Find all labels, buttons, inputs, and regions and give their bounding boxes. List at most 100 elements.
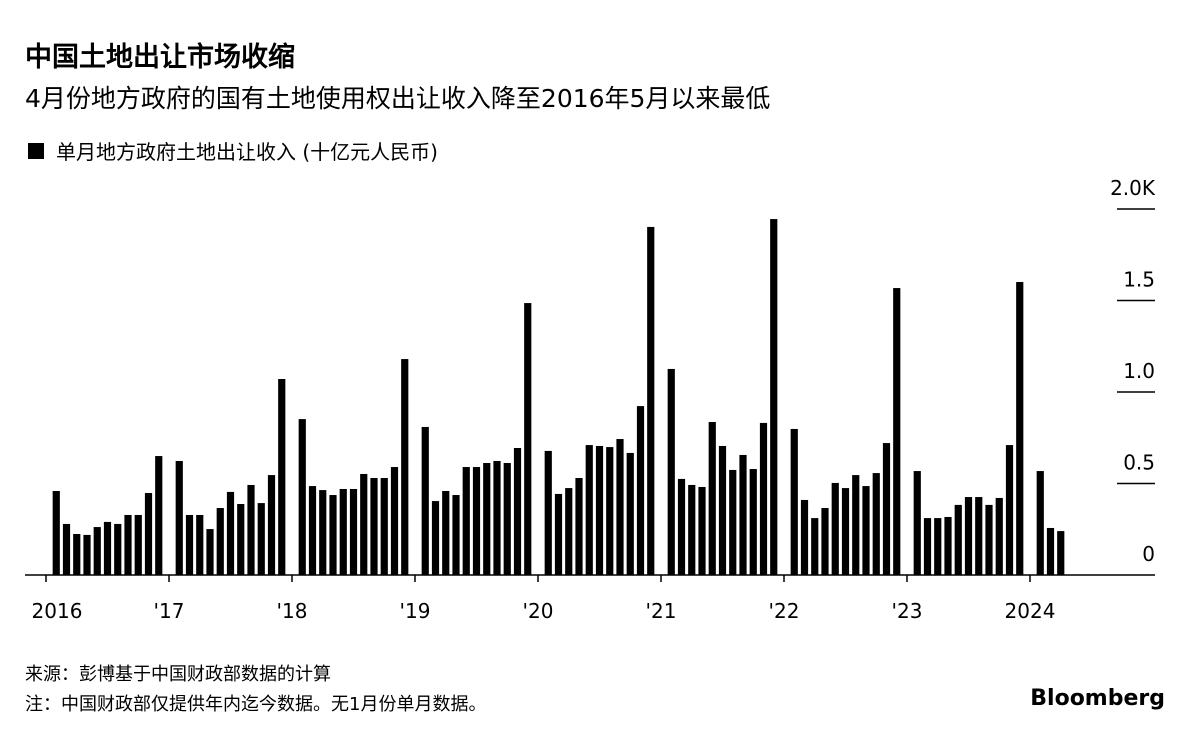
bar	[626, 452, 634, 575]
bar	[975, 497, 983, 575]
x-tick-label: '20	[523, 599, 554, 623]
bar	[349, 488, 358, 575]
bar	[667, 368, 675, 575]
bar	[1046, 527, 1055, 575]
bar	[964, 497, 973, 575]
bar	[708, 422, 716, 575]
bar	[83, 534, 91, 575]
x-tick-label: '17	[154, 599, 185, 623]
bar	[144, 493, 153, 575]
bar	[718, 445, 727, 575]
bar	[647, 226, 655, 575]
y-tick-label: 1.5	[1123, 268, 1155, 292]
bar	[308, 486, 317, 575]
bar	[257, 503, 265, 575]
bar	[872, 473, 880, 575]
bar	[821, 508, 829, 575]
bar	[278, 379, 286, 575]
x-tick-label: 2024	[1005, 599, 1056, 623]
bar	[554, 493, 563, 575]
bar	[524, 303, 532, 575]
y-tick-label: 0.5	[1123, 451, 1155, 475]
bar	[575, 478, 583, 575]
bar	[831, 482, 839, 575]
bar	[729, 469, 737, 575]
bar	[442, 491, 450, 575]
bar	[390, 467, 399, 575]
bar	[493, 460, 501, 575]
bar	[759, 422, 768, 575]
source: 来源：彭博基于中国财政部数据的计算	[25, 664, 331, 685]
y-tick-label: 1.0	[1123, 359, 1155, 383]
legend-label: 单月地方政府土地出让收入 (十亿元人民币)	[56, 140, 438, 164]
chart-subtitle: 4月份地方政府的国有土地使用权出让收入降至2016年5月以来最低	[25, 84, 770, 113]
bar	[677, 478, 686, 575]
bar	[114, 523, 122, 575]
bar	[226, 491, 235, 575]
bar	[749, 469, 757, 575]
bar	[636, 406, 645, 575]
bar	[462, 467, 470, 575]
bar	[380, 478, 388, 575]
bar	[985, 504, 993, 575]
bar	[770, 219, 778, 575]
bar	[103, 521, 112, 575]
bar	[155, 456, 163, 575]
bar	[944, 516, 952, 575]
bar	[401, 359, 409, 575]
bar	[934, 518, 942, 575]
bar	[688, 484, 696, 575]
x-tick-label: '22	[769, 599, 800, 623]
bar	[452, 495, 460, 575]
bar	[329, 495, 337, 575]
x-tick-label: '21	[646, 599, 677, 623]
bar	[431, 501, 440, 575]
bar	[852, 475, 860, 575]
bar	[1005, 445, 1014, 575]
bar	[339, 488, 347, 575]
bar	[237, 503, 245, 575]
bar	[739, 454, 747, 575]
bar	[1057, 531, 1065, 575]
y-tick-label: 2.0K	[1110, 176, 1156, 200]
chart-title: 中国土地出让市场收缩	[25, 41, 295, 73]
brand: Bloomberg	[1030, 686, 1165, 711]
bar	[472, 467, 481, 575]
bar	[247, 484, 255, 575]
bar	[62, 523, 71, 575]
bar	[698, 486, 706, 575]
bar	[73, 534, 81, 575]
y-tick-label: 0	[1142, 542, 1155, 566]
bar	[1016, 282, 1024, 575]
bar	[954, 504, 962, 575]
bar	[483, 463, 491, 575]
bar	[52, 491, 60, 575]
bar	[175, 460, 183, 575]
legend-swatch	[28, 143, 44, 159]
bar	[196, 514, 204, 575]
bar	[606, 447, 614, 575]
bar	[923, 518, 932, 575]
x-tick-label: 2016	[32, 599, 83, 623]
bar	[503, 463, 511, 575]
bar	[134, 514, 142, 575]
bar	[565, 488, 573, 575]
bar	[893, 288, 901, 575]
x-tick-label: '19	[400, 599, 431, 623]
x-tick-label: '23	[892, 599, 923, 623]
bar	[206, 529, 214, 575]
bar	[995, 497, 1003, 575]
bar	[124, 514, 132, 575]
bar	[267, 475, 276, 575]
bar	[1036, 471, 1044, 575]
bar	[800, 499, 809, 575]
bar	[319, 490, 327, 575]
bar	[585, 445, 593, 575]
note: 注：中国财政部仅提供年内迄今数据。无1月份单月数据。	[25, 694, 486, 715]
bar	[298, 419, 306, 575]
bar	[544, 450, 552, 575]
bar	[93, 527, 101, 575]
bar	[862, 486, 870, 575]
x-tick-label: '18	[277, 599, 308, 623]
